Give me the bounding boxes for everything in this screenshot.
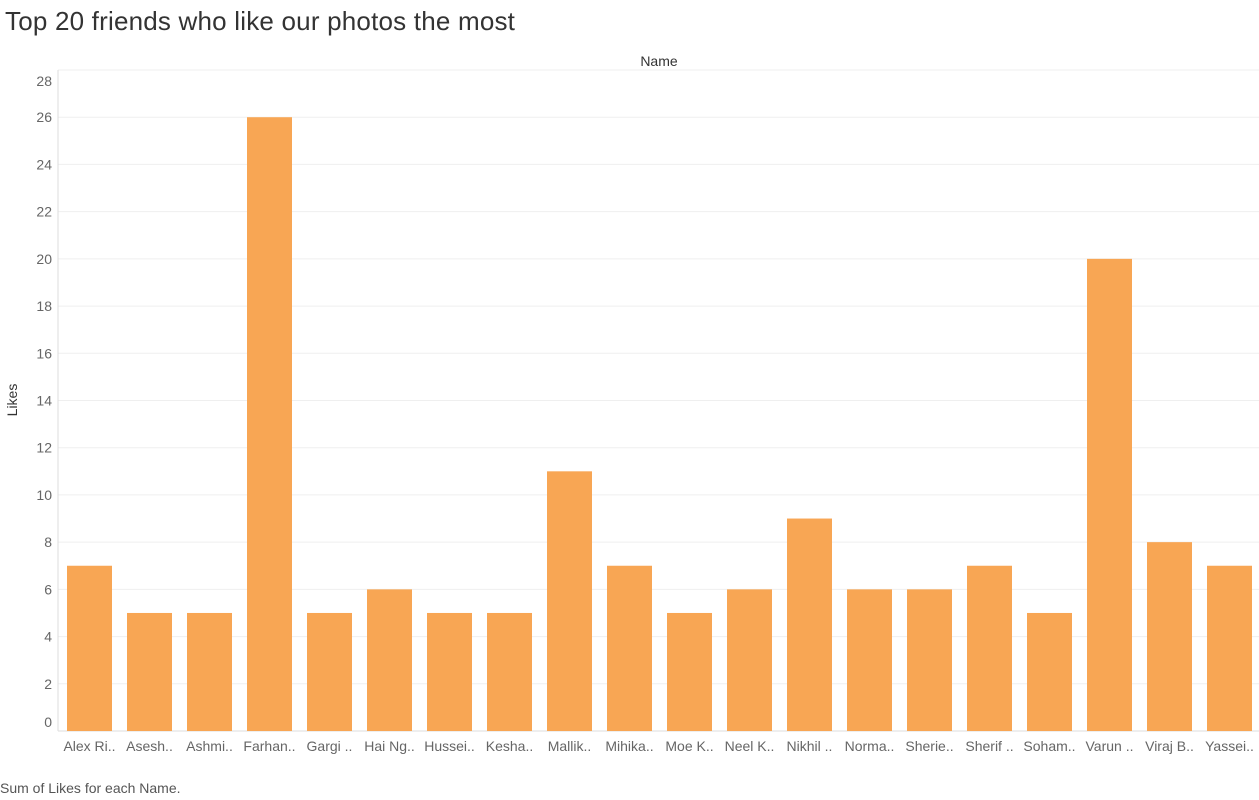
bar[interactable] [67,565,112,731]
x-tick-label: Gargi .. [307,738,353,754]
x-tick-label: Sherif .. [965,738,1013,754]
x-tick-label: Yassei.. [1205,738,1254,754]
y-tick-label: 26 [36,109,52,125]
bar[interactable] [367,589,412,731]
x-tick-label: Mihika.. [605,738,653,754]
y-tick-label: 20 [36,251,52,267]
bar[interactable] [547,471,592,731]
bar[interactable] [727,589,772,731]
bar[interactable] [1027,612,1072,731]
gridlines [58,69,1259,732]
y-tick-label: 0 [44,714,52,730]
y-tick-label: 10 [36,487,52,503]
bar[interactable] [787,518,832,731]
x-tick-label: Farhan.. [243,738,295,754]
bar[interactable] [127,612,172,731]
y-tick-label: 14 [36,393,52,409]
x-tick-label: Varun .. [1086,738,1134,754]
bar[interactable] [487,612,532,731]
chart-title: Top 20 friends who like our photos the m… [5,6,516,36]
x-tick-label: Nikhil .. [787,738,833,754]
y-tick-label: 12 [36,440,52,456]
bar[interactable] [667,612,712,731]
y-tick-label: 4 [44,629,52,645]
x-tick-label: Kesha.. [486,738,533,754]
bar[interactable] [187,612,232,731]
x-tick-label: Hai Ng.. [364,738,415,754]
bar[interactable] [1147,542,1192,731]
x-axis-title: Name [640,53,678,69]
bar[interactable] [907,589,952,731]
y-tick-label: 18 [36,298,52,314]
y-tick-label: 6 [44,581,52,597]
bar[interactable] [1087,258,1132,731]
x-tick-label: Hussei.. [424,738,475,754]
x-tick-label: Asesh.. [126,738,173,754]
x-tick-label: Mallik.. [548,738,592,754]
bar[interactable] [307,612,352,731]
x-tick-label: Alex Ri.. [63,738,115,754]
x-tick-label: Viraj B.. [1145,738,1194,754]
bar[interactable] [607,565,652,731]
bar[interactable] [247,117,292,731]
y-tick-label: 16 [36,345,52,361]
bars [67,117,1252,731]
x-tick-label: Neel K.. [725,738,775,754]
x-tick-label: Sherie.. [905,738,953,754]
x-tick-label: Moe K.. [665,738,713,754]
bar[interactable] [847,589,892,731]
x-tick-label: Soham.. [1023,738,1075,754]
bar[interactable] [427,612,472,731]
chart-caption: Sum of Likes for each Name. [0,780,181,796]
bar[interactable] [1207,565,1252,731]
y-tick-label: 24 [36,156,52,172]
x-tick-label: Ashmi.. [186,738,233,754]
y-tick-label: 8 [44,534,52,550]
x-tick-label: Norma.. [845,738,895,754]
y-tick-label: 2 [44,676,52,692]
y-tick-label: 22 [36,204,52,220]
y-tick-label: 28 [36,73,52,89]
labels: Name Likes 0246810121416182022242628Alex… [4,53,1254,754]
bar[interactable] [967,565,1012,731]
y-axis-title: Likes [4,384,20,417]
